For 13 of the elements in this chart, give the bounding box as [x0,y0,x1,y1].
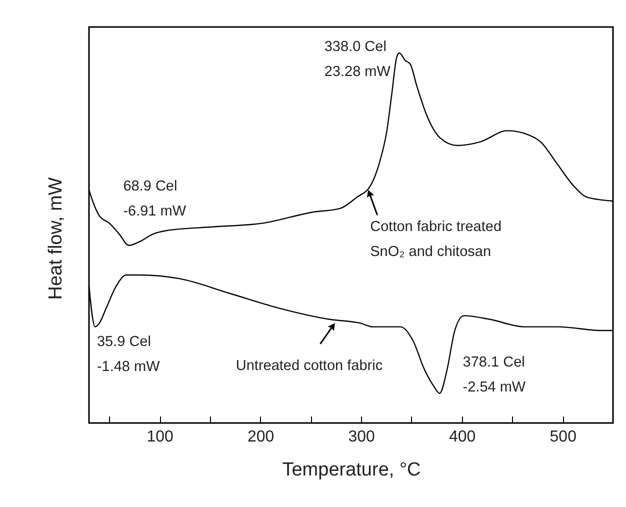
x-tick-label: 500 [550,428,577,446]
annotation: 338.0 Cel 23.28 mW [324,39,391,80]
x-axis-title: Temperature, °C [282,460,421,480]
annotation: Cotton fabric treated SnO₂ and chitosan [370,218,502,260]
x-tick-label: 400 [448,428,476,446]
y-axis-title: Heat flow, mW [46,177,66,300]
annotation: 378.1 Cel -2.54 mW [462,354,526,396]
x-tick-label: 200 [247,428,274,446]
annotation: 35.9 Cel -1.48 mW [96,334,160,375]
x-tick-label: 100 [146,428,174,446]
x-tick-label: 300 [348,428,376,446]
annotation: Untreated cotton fabric [236,358,383,374]
annotation: 68.9 Cel -6.91 mW [123,178,186,220]
